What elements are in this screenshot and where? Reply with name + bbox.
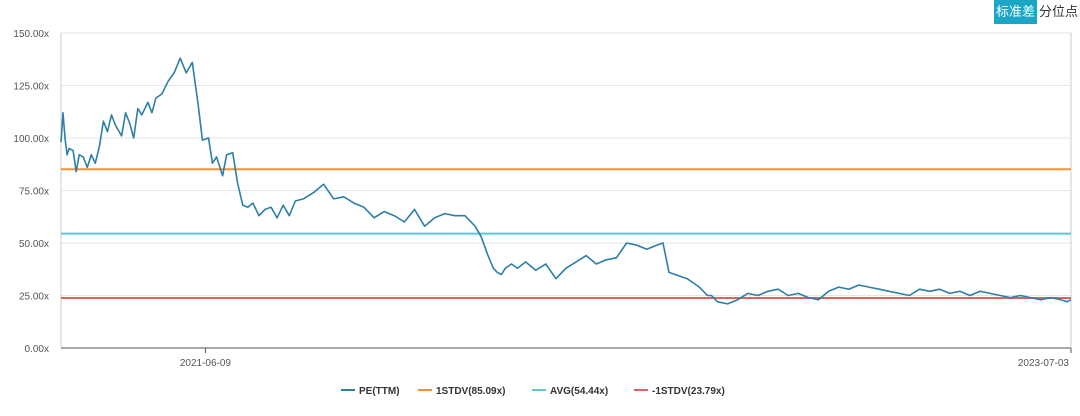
y-tick-label: 0.00x — [25, 344, 49, 355]
toggle-std-dev[interactable]: 标准差 — [993, 0, 1037, 24]
x-tick-label: 2023-07-03 — [1018, 358, 1070, 369]
reference-lines — [61, 168, 1071, 300]
legend-label-minus1: -1STDV(23.79x) — [652, 386, 725, 397]
view-toggle: 标准差 分位点 — [993, 0, 1080, 24]
legend-label-avg: AVG(54.44x) — [550, 386, 608, 397]
x-tick-label: 2021-06-09 — [180, 358, 232, 369]
y-tick-label: 50.00x — [19, 239, 49, 250]
x-axis: 2021-06-09 2023-07-03 — [61, 347, 1072, 369]
toggle-percentile[interactable]: 分位点 — [1038, 4, 1078, 19]
pe-ttm-series-line — [60, 57, 1072, 305]
series-layer — [60, 57, 1072, 305]
y-tick-label: 150.00x — [13, 29, 49, 40]
grid-lines — [60, 32, 1072, 349]
legend-label-plus1: 1STDV(85.09x) — [436, 386, 505, 397]
y-tick-label: 100.00x — [13, 134, 49, 145]
legend-label-pe: PE(TTM) — [359, 386, 400, 397]
legend: PE(TTM) 1STDV(85.09x) AVG(54.44x) -1STDV(23… — [341, 386, 725, 397]
y-axis: 0.00x 25.00x 50.00x 75.00x 100.00x 125.00x 150… — [13, 29, 49, 355]
y-tick-label: 25.00x — [19, 292, 49, 303]
y-tick-label: 125.00x — [13, 82, 49, 93]
y-tick-label: 75.00x — [19, 187, 49, 198]
